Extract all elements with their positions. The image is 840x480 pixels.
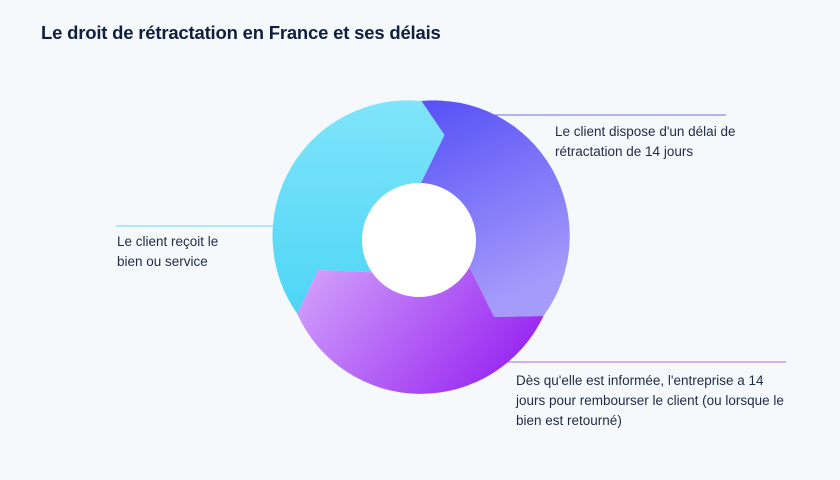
segment-retract	[421, 100, 570, 317]
segment-refund	[297, 267, 544, 394]
step-label-retraction: Le client dispose d'un délai de rétracta…	[555, 124, 736, 159]
diagram-title: Le droit de rétractation en France et se…	[41, 22, 441, 43]
step-label-reception: Le client reçoit le bien ou service	[117, 234, 219, 269]
segment-receive	[272, 100, 445, 314]
step-label-refund: Dès qu'elle est informée, l'entreprise a…	[516, 373, 784, 428]
donut-hole	[362, 183, 476, 297]
